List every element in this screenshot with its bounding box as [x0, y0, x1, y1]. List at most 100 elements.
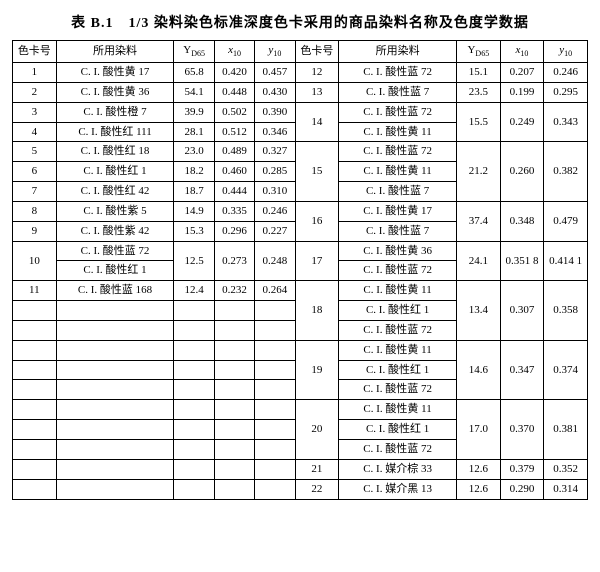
y10-value: 0.227: [255, 221, 295, 241]
y10-value: 0.295: [544, 82, 588, 102]
y10-value: 0.314: [544, 479, 588, 499]
table-row: 21C. I. 媒介棕 3312.60.3790.352: [13, 459, 588, 479]
dye-name: C. I. 酸性蓝 7: [339, 221, 457, 241]
card-no: 22: [295, 479, 339, 499]
yd65-value: 17.0: [457, 400, 501, 460]
yd65-value: 54.1: [174, 82, 214, 102]
y10-value: 0.457: [255, 62, 295, 82]
yd65-value: 13.4: [457, 281, 501, 341]
x10-value: 0.351 8: [500, 241, 544, 281]
x10-value: 0.296: [214, 221, 254, 241]
card-no: 14: [295, 102, 339, 142]
hdr-card-no-r: 色卡号: [295, 41, 339, 63]
yd65-value: 23.5: [457, 82, 501, 102]
yd65-value: 15.5: [457, 102, 501, 142]
dye-name: C. I. 酸性红 1: [339, 360, 457, 380]
dye-name: C. I. 酸性黄 36: [56, 82, 174, 102]
yd65-value: 12.6: [457, 459, 501, 479]
dye-name: C. I. 酸性红 18: [56, 142, 174, 162]
yd65-value: 12.4: [174, 281, 214, 301]
card-no: 21: [295, 459, 339, 479]
card-no: 2: [13, 82, 57, 102]
x10-value: 0.199: [500, 82, 544, 102]
hdr-dye-l: 所用染料: [56, 41, 174, 63]
y10-value: 0.264: [255, 281, 295, 301]
card-no: 1: [13, 62, 57, 82]
y10-value: 0.343: [544, 102, 588, 142]
dye-table: 色卡号 所用染料 YD65 x10 y10 色卡号 所用染料 YD65 x10 …: [12, 40, 588, 500]
dye-name: C. I. 酸性红 42: [56, 182, 174, 202]
dye-name: C. I. 酸性红 1: [339, 301, 457, 321]
x10-value: 0.489: [214, 142, 254, 162]
yd65-value: 12.6: [457, 479, 501, 499]
x10-value: 0.348: [500, 201, 544, 241]
x10-value: 0.502: [214, 102, 254, 122]
dye-name: C. I. 酸性蓝 72: [339, 62, 457, 82]
yd65-value: 14.6: [457, 340, 501, 400]
yd65-value: 39.9: [174, 102, 214, 122]
x10-value: 0.290: [500, 479, 544, 499]
x10-value: 0.232: [214, 281, 254, 301]
dye-name: C. I. 酸性黄 11: [339, 162, 457, 182]
card-no: 10: [13, 241, 57, 281]
hdr-y10-r: y10: [544, 41, 588, 63]
yd65-value: 15.3: [174, 221, 214, 241]
table-row: 10C. I. 酸性蓝 7212.50.2730.24817C. I. 酸性黄 …: [13, 241, 588, 261]
y10-value: 0.285: [255, 162, 295, 182]
dye-name: C. I. 酸性黄 11: [339, 340, 457, 360]
y10-value: 0.248: [255, 241, 295, 281]
card-no: 16: [295, 201, 339, 241]
card-no: 9: [13, 221, 57, 241]
y10-value: 0.358: [544, 281, 588, 341]
yd65-value: 12.5: [174, 241, 214, 281]
yd65-value: 18.2: [174, 162, 214, 182]
hdr-yd65-l: YD65: [174, 41, 214, 63]
dye-name: C. I. 媒介棕 33: [339, 459, 457, 479]
x10-value: 0.307: [500, 281, 544, 341]
x10-value: 0.420: [214, 62, 254, 82]
x10-value: 0.335: [214, 201, 254, 221]
yd65-value: 37.4: [457, 201, 501, 241]
dye-name: C. I. 酸性蓝 72: [339, 261, 457, 281]
x10-value: 0.249: [500, 102, 544, 142]
x10-value: 0.370: [500, 400, 544, 460]
dye-name: C. I. 酸性黄 11: [339, 281, 457, 301]
dye-name: C. I. 酸性黄 17: [339, 201, 457, 221]
dye-name: C. I. 酸性红 1: [56, 162, 174, 182]
card-no: 3: [13, 102, 57, 122]
yd65-value: 21.2: [457, 142, 501, 202]
dye-name: C. I. 酸性蓝 168: [56, 281, 174, 301]
card-no: 7: [13, 182, 57, 202]
card-no: 15: [295, 142, 339, 202]
table-row: 3C. I. 酸性橙 739.90.5020.39014C. I. 酸性蓝 72…: [13, 102, 588, 122]
x10-value: 0.460: [214, 162, 254, 182]
table-row: 1C. I. 酸性黄 1765.80.4200.45712C. I. 酸性蓝 7…: [13, 62, 588, 82]
y10-value: 0.352: [544, 459, 588, 479]
card-no: 12: [295, 62, 339, 82]
yd65-value: 14.9: [174, 201, 214, 221]
card-no: 6: [13, 162, 57, 182]
dye-name: C. I. 酸性蓝 72: [339, 142, 457, 162]
dye-name: C. I. 酸性黄 11: [339, 400, 457, 420]
x10-value: 0.273: [214, 241, 254, 281]
dye-name: C. I. 酸性蓝 72: [339, 380, 457, 400]
table-row: 19C. I. 酸性黄 1114.60.3470.374: [13, 340, 588, 360]
yd65-value: 28.1: [174, 122, 214, 142]
dye-name: C. I. 酸性红 111: [56, 122, 174, 142]
y10-value: 0.374: [544, 340, 588, 400]
table-title: 表 B.1 1/3 染料染色标准深度色卡采用的商品染料名称及色度学数据: [12, 12, 588, 32]
table-row: 8C. I. 酸性紫 514.90.3350.24616C. I. 酸性黄 17…: [13, 201, 588, 221]
hdr-yd65-r: YD65: [457, 41, 501, 63]
dye-name: C. I. 酸性黄 36: [339, 241, 457, 261]
dye-name: C. I. 酸性紫 5: [56, 201, 174, 221]
x10-value: 0.379: [500, 459, 544, 479]
x10-value: 0.512: [214, 122, 254, 142]
x10-value: 0.207: [500, 62, 544, 82]
hdr-y10-l: y10: [255, 41, 295, 63]
card-no: 19: [295, 340, 339, 400]
dye-name: C. I. 媒介黑 13: [339, 479, 457, 499]
card-no: 11: [13, 281, 57, 301]
y10-value: 0.246: [544, 62, 588, 82]
card-no: 5: [13, 142, 57, 162]
y10-value: 0.327: [255, 142, 295, 162]
